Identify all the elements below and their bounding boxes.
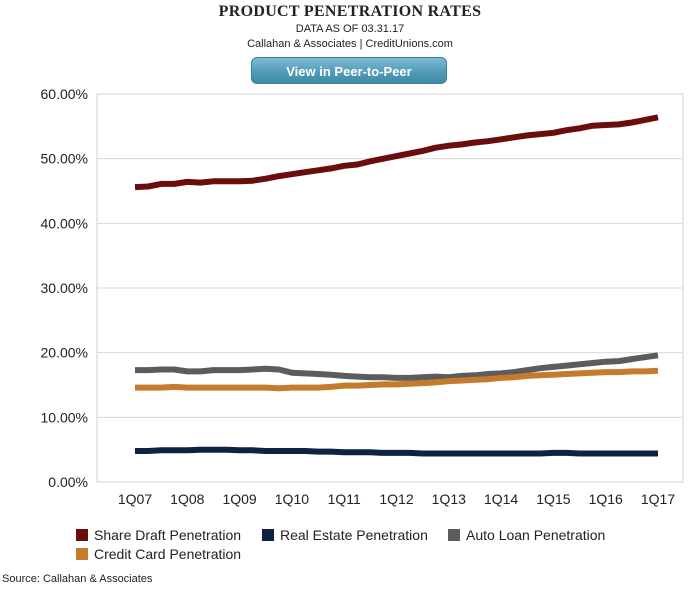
legend-item: Auto Loan Penetration — [448, 527, 605, 543]
x-tick-label: 1Q14 — [484, 491, 518, 507]
legend-swatch — [76, 529, 88, 541]
legend-label: Share Draft Penetration — [94, 527, 242, 543]
y-tick-label: 30.00% — [41, 280, 88, 296]
source-note: Source: Callahan & Associates — [2, 573, 153, 585]
x-tick-label: 1Q11 — [328, 491, 361, 507]
legend-label: Credit Card Penetration — [94, 546, 242, 562]
legend-swatch — [262, 529, 274, 541]
x-tick-label: 1Q13 — [432, 491, 466, 507]
legend-label: Auto Loan Penetration — [466, 527, 606, 543]
x-tick-label: 1Q15 — [536, 491, 570, 507]
y-tick-label: 40.00% — [41, 215, 88, 231]
y-tick-label: 10.00% — [41, 409, 88, 425]
x-tick-label: 1Q07 — [118, 491, 152, 507]
series-line-credit-card-penetration — [135, 367, 659, 392]
legend-swatch — [76, 548, 88, 560]
legend-item: Real Estate Penetration — [262, 527, 428, 543]
series-line-real-estate-penetration — [135, 446, 658, 457]
x-tick-label: 1Q10 — [275, 491, 309, 507]
legend-item: Share Draft Penetration — [76, 527, 241, 543]
x-tick-label: 1Q16 — [589, 491, 623, 507]
legend-item: Credit Card Penetration — [76, 546, 241, 562]
plot-area-border — [96, 93, 684, 483]
y-tick-label: 60.00% — [41, 86, 88, 102]
line-chart: 0.00% 10.00% 20.00% 30.00% 40.00% 50.00% 60.00… — [41, 86, 684, 507]
y-tick-label: 0.00% — [48, 474, 88, 490]
view-in-peer-to-peer-button[interactable]: View in Peer-to-Peer — [251, 57, 447, 84]
y-tick-label: 50.00% — [41, 151, 88, 167]
legend-swatch — [448, 529, 460, 541]
x-tick-label: 1Q12 — [379, 491, 413, 507]
chart-credit: Callahan & Associates | CreditUnions.com — [247, 38, 453, 50]
x-tick-label: 1Q08 — [170, 491, 204, 507]
series-line-auto-loan-penetration — [135, 352, 659, 381]
series-line-share-draft-penetration — [134, 114, 659, 191]
x-tick-label: 1Q17 — [641, 491, 675, 507]
chart-subtitle: DATA AS OF 03.31.17 — [295, 23, 405, 35]
x-tick-label: 1Q09 — [222, 491, 256, 507]
y-tick-label: 20.00% — [41, 345, 88, 361]
chart-title: PRODUCT PENETRATION RATES — [218, 3, 482, 20]
legend-label: Real Estate Penetration — [280, 527, 428, 543]
